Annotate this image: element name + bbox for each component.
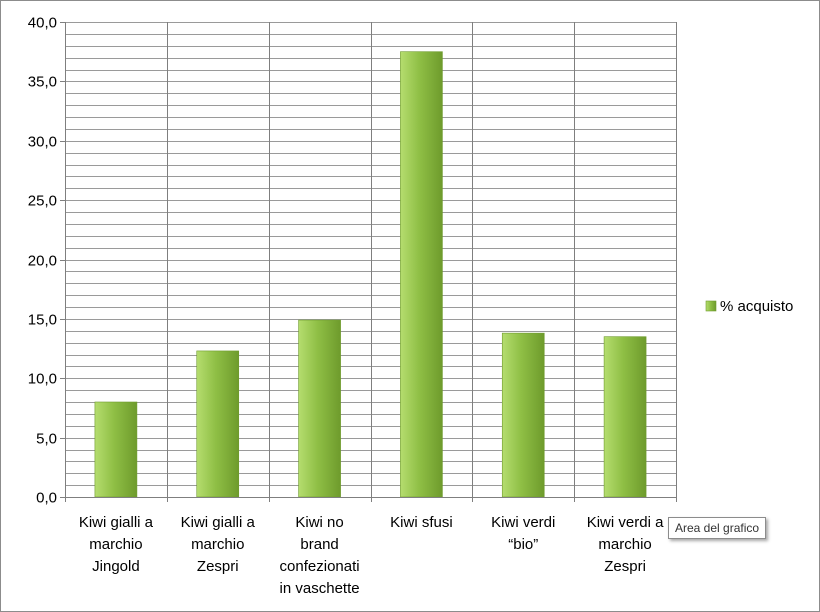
y-tick-label: 35,0 bbox=[28, 74, 57, 91]
category-label: Kiwi gialli a marchio Jingold bbox=[79, 514, 154, 575]
y-tick-label: 10,0 bbox=[28, 371, 57, 388]
bars bbox=[94, 51, 647, 498]
legend-label: % acquisto bbox=[720, 298, 793, 315]
y-tick-label: 15,0 bbox=[28, 312, 57, 329]
bar[interactable] bbox=[501, 332, 545, 498]
category-label: Kiwi no brand confezionati in vaschette bbox=[280, 514, 360, 597]
bar[interactable] bbox=[196, 350, 240, 498]
y-tick-label: 40,0 bbox=[28, 15, 57, 32]
gridlines bbox=[65, 22, 677, 498]
bar[interactable] bbox=[603, 336, 647, 498]
y-tick-label: 25,0 bbox=[28, 193, 57, 210]
legend-swatch bbox=[705, 300, 717, 312]
bar[interactable] bbox=[94, 401, 138, 498]
category-label: Kiwi verdi a marchio Zespri bbox=[587, 514, 664, 575]
bar[interactable] bbox=[298, 319, 341, 498]
y-tick-label: 20,0 bbox=[28, 253, 57, 270]
category-label: Kiwi verdi “bio” bbox=[491, 514, 555, 553]
chart-area-tooltip: Area del grafico bbox=[668, 517, 767, 539]
y-tick-label: 0,0 bbox=[36, 490, 57, 507]
y-tick-label: 30,0 bbox=[28, 134, 57, 151]
y-tick-label: 5,0 bbox=[36, 431, 57, 448]
legend: % acquisto bbox=[705, 298, 793, 315]
category-label: Kiwi sfusi bbox=[390, 514, 453, 531]
axes bbox=[60, 22, 677, 502]
labels: 0,0 5,0 10,0 15,0 20,0 25,0 30,0 35,0 40,0 Kiwi g… bbox=[28, 15, 664, 598]
category-label: Kiwi gialli a marchio Zespri bbox=[181, 514, 256, 575]
bar[interactable] bbox=[400, 51, 443, 498]
